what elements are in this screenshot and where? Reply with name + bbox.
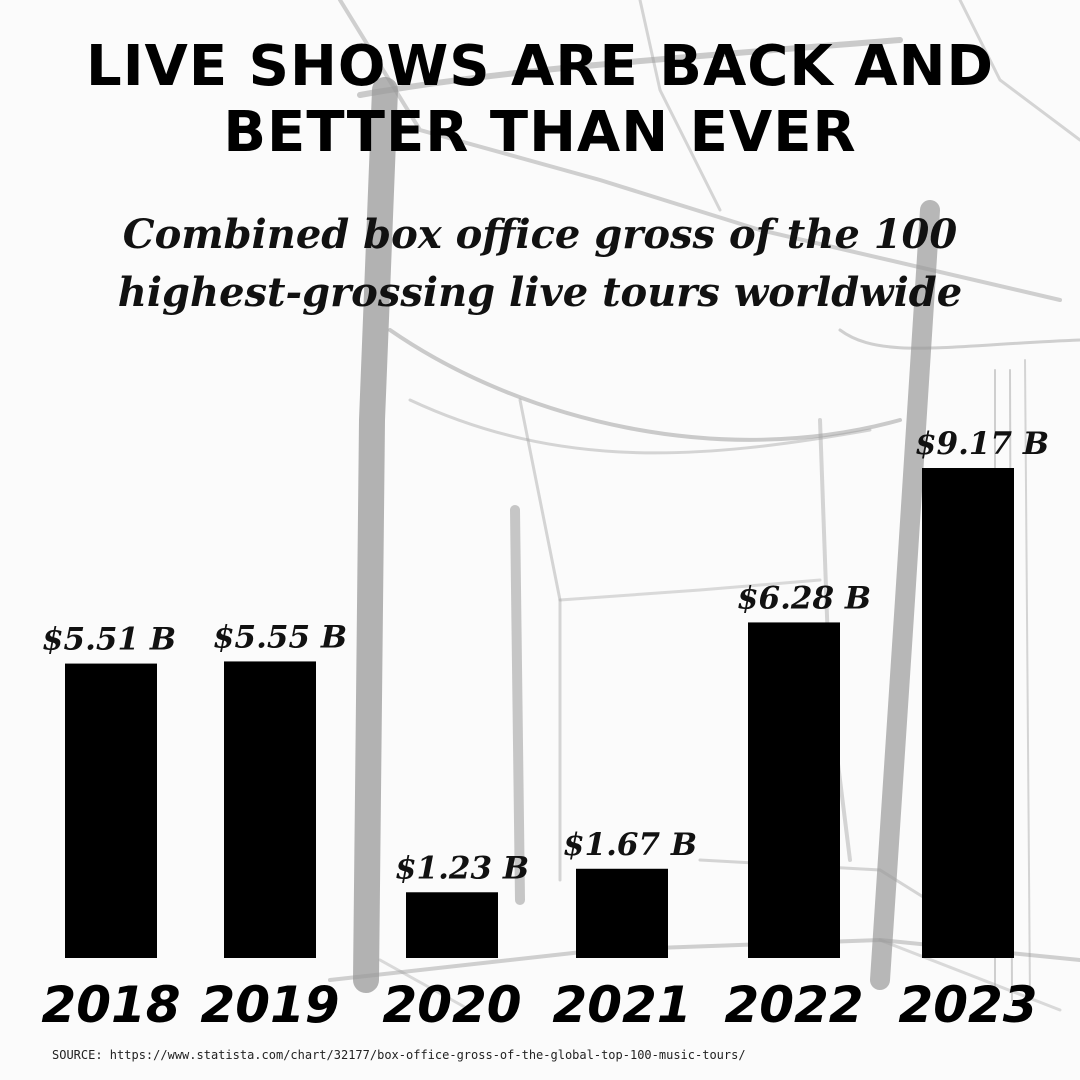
x-tick-label-2022: 2022 [724,976,863,1034]
x-tick-label-2020: 2020 [382,976,521,1034]
data-label-2020: $1.23 B [395,850,529,886]
data-label-2018: $5.51 B [42,622,176,658]
x-tick-label-2023: 2023 [898,976,1037,1034]
chart-title: LIVE SHOWS ARE BACK AND BETTER THAN EVER [86,34,994,165]
bar-2020 [406,892,498,958]
bar-2018 [65,663,157,958]
data-label-2023: $9.17 B [915,426,1049,462]
x-tick-label-2018: 2018 [41,976,180,1034]
x-tick-label-2019: 2019 [200,976,339,1034]
bar-2021 [576,868,668,958]
bar-2023 [922,468,1014,958]
bar-2019 [224,661,316,958]
bar-2022 [748,622,840,958]
chart-subtitle: Combined box office gross of the 100 hig… [117,211,963,316]
data-label-2022: $6.28 B [737,580,871,616]
data-label-2019: $5.55 B [213,619,347,655]
source-note: SOURCE: https://www.statista.com/chart/3… [52,1048,746,1062]
data-label-2021: $1.67 B [563,827,697,863]
x-tick-label-2021: 2021 [552,976,691,1034]
